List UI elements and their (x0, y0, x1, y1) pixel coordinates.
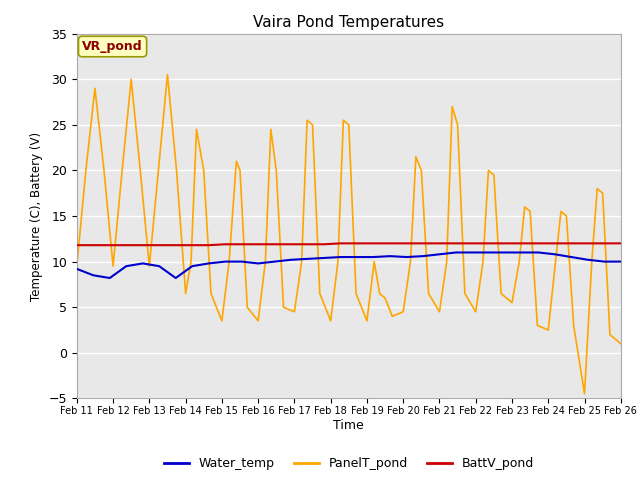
X-axis label: Time: Time (333, 419, 364, 432)
Y-axis label: Temperature (C), Battery (V): Temperature (C), Battery (V) (30, 132, 43, 300)
Legend: Water_temp, PanelT_pond, BattV_pond: Water_temp, PanelT_pond, BattV_pond (159, 452, 539, 475)
Text: VR_pond: VR_pond (82, 40, 143, 53)
Title: Vaira Pond Temperatures: Vaira Pond Temperatures (253, 15, 444, 30)
